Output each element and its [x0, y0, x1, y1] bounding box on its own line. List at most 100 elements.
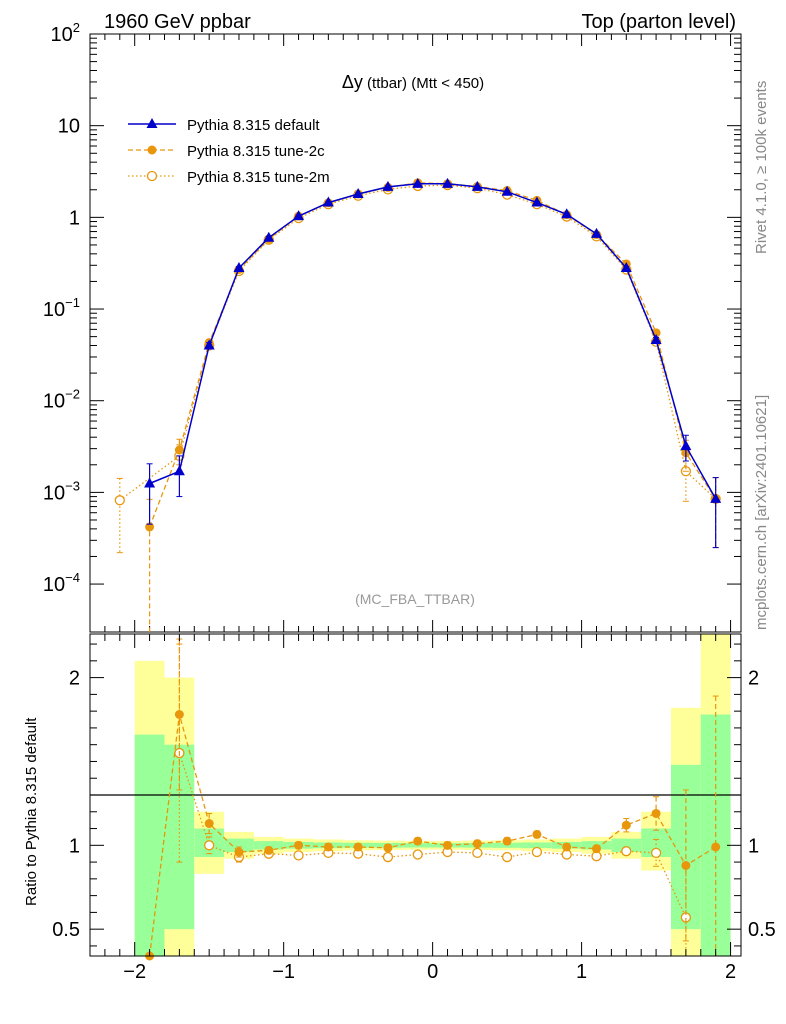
main-default-point [531, 196, 543, 207]
main-y-tick-base: 1 [69, 207, 80, 229]
ratio-tune-2c-point [353, 842, 363, 852]
ratio-tune-2m-point [472, 847, 483, 859]
ratio-tune-2c-point [174, 710, 184, 719]
main-default-point [263, 231, 275, 242]
ratio-panel: 2 2 1 1 0.5 0.5 −2 −1 0 1 2 Ratio to Pythia 8.315… [23, 633, 776, 983]
main-series-group [114, 177, 722, 632]
main-y-tick-base: 10 [51, 24, 73, 46]
ratio-tune-2m-point [382, 851, 394, 863]
ratio-x-tick-label: −1 [272, 961, 295, 983]
ratio-series-group [145, 638, 721, 961]
ratio-tune-2c-point [323, 842, 333, 852]
main-panel-frame [89, 33, 742, 633]
ratio-tune-2c-point [562, 842, 572, 852]
ratio-tune-2c-line [148, 714, 717, 957]
ratio-y-tick-label-right: 2 [748, 668, 759, 690]
ratio-tune-2c-point [204, 819, 214, 829]
header-right-label: Top (parton level) [581, 11, 736, 33]
main-y-tick-base: 10 [43, 482, 65, 504]
main-tune-2m-point [114, 495, 125, 506]
main-default-point [352, 187, 364, 198]
main-default-point [620, 262, 632, 273]
ratio-tune-2c-point [443, 840, 453, 850]
ratio-tune-2c-point [264, 845, 274, 855]
main-y-tick-label: 10−1 [43, 295, 80, 321]
main-y-tick-label: 1 [69, 207, 80, 229]
main-y-tick-exponent: −4 [65, 570, 80, 585]
main-default-point [382, 180, 394, 191]
ratio-tune-2c-point [651, 808, 661, 818]
ratio-x-tick-label: −2 [123, 961, 146, 983]
main-default-point [173, 465, 185, 476]
header-left-label: 1960 GeV ppbar [104, 11, 251, 33]
main-y-tick-base: 10 [58, 116, 80, 138]
main-default-point [293, 210, 305, 221]
ratio-tune-2m-line [178, 752, 687, 918]
ratio-y-tick-label-left: 0.5 [52, 919, 80, 941]
ratio-tune-2c-point [532, 829, 542, 839]
main-y-tick-exponent: −3 [65, 478, 80, 493]
ratio-tune-2c-point [621, 820, 631, 830]
mcplots-side-label: mcplots.cern.ch [arXiv:2401.10621] [753, 395, 770, 630]
ratio-y-tick-label-left: 1 [69, 835, 80, 857]
plot-title-rest: (ttbar) (Mtt < 450) [363, 75, 484, 92]
main-y-tick-label: 10−2 [43, 387, 80, 413]
watermark-label: (MC_FBA_TTBAR) [355, 591, 475, 607]
main-default-point [412, 177, 424, 188]
legend-entry-tune-2m: Pythia 8.315 tune-2m [128, 169, 330, 186]
ratio-x-tick-label: 1 [576, 961, 587, 983]
ratio-y-axis-label: Ratio to Pythia 8.315 default [23, 717, 40, 906]
plot-title-delta: Δy [342, 72, 363, 92]
ratio-band-inner [522, 842, 552, 849]
ratio-tune-2c-point [294, 840, 304, 850]
main-default-point [322, 196, 334, 207]
ratio-tune-2m-point [204, 840, 215, 851]
legend-label-default: Pythia 8.315 default [187, 117, 320, 134]
main-default-point [710, 492, 722, 503]
legend-label-tune-2m: Pythia 8.315 tune-2m [187, 169, 330, 186]
legend-marker-tune-2c [147, 145, 157, 155]
ratio-y-tick-labels: 2 2 1 1 0.5 0.5 [52, 668, 776, 942]
ratio-tune-2c-point [502, 836, 512, 846]
ratio-x-tick-label: 0 [427, 961, 438, 983]
main-default-line [149, 183, 717, 500]
main-default-point [144, 477, 156, 488]
main-y-tick-label: 10−4 [43, 570, 80, 596]
ratio-y-tick-label-right: 1 [748, 835, 759, 857]
main-tune-2c-line [148, 182, 717, 528]
ratio-tune-2c-point [472, 839, 482, 849]
ratio-tune-2c-point [681, 860, 691, 870]
main-y-tick-base: 10 [43, 391, 65, 413]
legend-marker-default [146, 118, 158, 128]
main-y-tick-exponent: −2 [65, 387, 80, 402]
main-default-point [561, 208, 573, 219]
ratio-tune-2m-point [531, 846, 543, 858]
legend: Pythia 8.315 default Pythia 8.315 tune-2… [128, 117, 330, 186]
ratio-tune-2c-point [591, 844, 601, 854]
ratio-tune-2m-point [293, 850, 304, 861]
ratio-tune-2c-point [413, 836, 423, 846]
plot-title: Δy (ttbar) (Mtt < 450) [342, 72, 484, 92]
main-y-tick-exponent: 2 [73, 20, 80, 35]
main-y-tick-label: 10 [58, 116, 80, 138]
legend-label-tune-2c: Pythia 8.315 tune-2c [187, 143, 325, 160]
ratio-tune-2c-point [711, 842, 721, 852]
main-tune-2m-line [119, 184, 717, 501]
main-default-point [680, 440, 692, 451]
main-default-point [442, 177, 454, 188]
ratio-tune-2m-point [412, 849, 423, 860]
ratio-band-inner [253, 841, 284, 850]
ratio-band-inner [134, 734, 165, 956]
main-default-point [501, 185, 513, 196]
ratio-tune-2m-point [501, 851, 513, 863]
rivet-side-label: Rivet 4.1.0, ≥ 100k events [753, 81, 770, 254]
main-default-point [590, 227, 602, 238]
ratio-x-tick-label: 2 [725, 961, 736, 983]
main-axis-ticks [90, 33, 741, 632]
ratio-y-tick-label-left: 2 [69, 668, 80, 690]
ratio-band-inner [611, 838, 642, 853]
ratio-tune-2c-point [234, 847, 244, 857]
